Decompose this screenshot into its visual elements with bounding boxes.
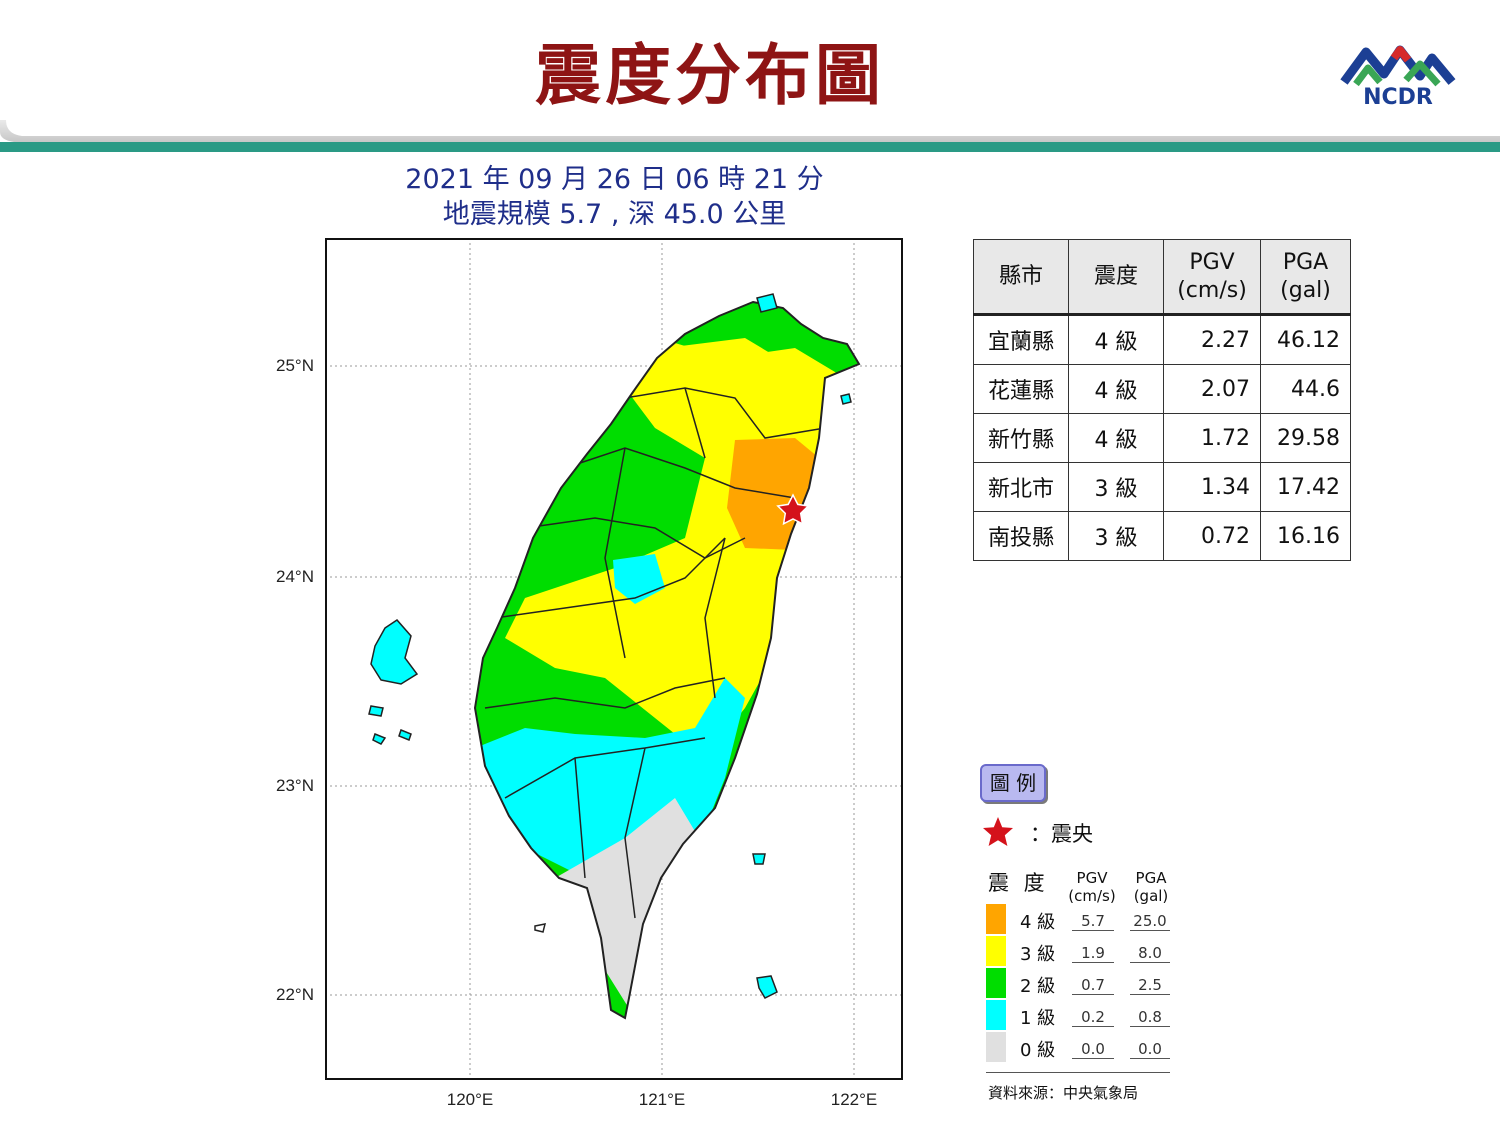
lat-label-25: 25°N [276,356,314,375]
legend-row-2: 2 級 0.7 2.5 [986,968,1176,998]
table-row: 新北市 3 級 1.34 17.42 [973,462,1351,512]
cell-pgv: 2.27 [1162,314,1262,365]
legend-pga-value: 25.0 [1130,912,1170,931]
legend-pga-value: 2.5 [1130,976,1170,995]
legend-pgv-value: 0.0 [1072,1040,1114,1059]
cell-pga: 46.12 [1260,314,1351,365]
data-source: 資料來源：中央氣象局 [988,1084,1139,1102]
header-intensity: 震度 [1068,239,1164,316]
legend-row-4: 4 級 5.7 25.0 [986,904,1176,934]
cell-pgv: 2.07 [1162,364,1262,414]
lon-label-120: 120°E [446,1090,494,1109]
header-pga: PGA (gal) [1260,239,1351,316]
legend-divider [986,1072,1170,1073]
legend-pgv-header: PGV (cm/s) [1068,869,1116,905]
table-row: 新竹縣 4 級 1.72 29.58 [973,413,1351,463]
lon-label-121: 121°E [638,1090,686,1109]
cell-county: 宜蘭縣 [973,314,1069,365]
legend-level-label: 0 級 [1020,1040,1056,1061]
legend-pgv-value: 0.7 [1072,976,1114,995]
cell-pgv: 0.72 [1162,511,1262,561]
table-header-row: 縣市 震度 PGV (cm/s) PGA (gal) [973,239,1351,316]
cell-pga: 44.6 [1260,364,1351,414]
cell-pga: 17.42 [1260,462,1351,512]
epicenter-star-icon [776,493,810,526]
page-title: 震度分布圖 [535,36,885,114]
cell-pgv: 1.34 [1162,462,1262,512]
cell-pga: 29.58 [1260,413,1351,463]
legend-level-label: 1 級 [1020,1008,1056,1029]
red-star-icon [983,817,1013,846]
legend-title: 圖 例 [980,764,1046,802]
lat-label-23: 23°N [276,776,314,795]
lat-label-24: 24°N [276,567,314,586]
header-county: 縣市 [973,239,1069,316]
legend-epicenter-label: ：震央 [1030,822,1093,846]
legend-swatch [986,968,1006,998]
cell-pgv: 1.72 [1162,413,1262,463]
legend-level-label: 2 級 [1020,976,1056,997]
cell-intensity: 3 級 [1068,462,1164,512]
cell-county: 新竹縣 [973,413,1069,463]
legend-row-0: 0 級 0.0 0.0 [986,1032,1176,1062]
header-pgv: PGV (cm/s) [1162,239,1262,316]
event-info: 地震規模 5.7 , 深 45.0 公里 [442,199,787,230]
intensity-map [325,238,903,1080]
legend-pga-value: 0.0 [1130,1040,1170,1059]
table-row: 南投縣 3 級 0.72 16.16 [973,511,1351,561]
legend-swatch [986,936,1006,966]
cell-intensity: 4 級 [1068,364,1164,414]
cell-county: 南投縣 [973,511,1069,561]
legend-pga-value: 0.8 [1130,1008,1170,1027]
legend-intensity-header: 震 度 [988,871,1049,895]
cell-county: 花蓮縣 [973,364,1069,414]
legend-pga-header: PGA (gal) [1133,869,1169,905]
legend-level-label: 4 級 [1020,912,1056,933]
cell-intensity: 4 級 [1068,314,1164,365]
cell-intensity: 3 級 [1068,511,1164,561]
legend-row-3: 3 級 1.9 8.0 [986,936,1176,966]
ncdr-logo: NCDR [1340,45,1456,106]
legend-swatch [986,1032,1006,1062]
legend-level-label: 3 級 [1020,944,1056,965]
legend-swatch [986,904,1006,934]
lon-label-122: 122°E [830,1090,878,1109]
table-row: 花蓮縣 4 級 2.07 44.6 [973,364,1351,414]
intensity-table: 縣市 震度 PGV (cm/s) PGA (gal) 宜蘭縣 4 級 2.27 … [973,239,1351,561]
legend-swatch [986,1000,1006,1030]
legend-pgv-value: 0.2 [1072,1008,1114,1027]
cell-county: 新北市 [973,462,1069,512]
legend-pgv-value: 1.9 [1072,944,1114,963]
logo-text: NCDR [1363,85,1433,106]
table-row: 宜蘭縣 4 級 2.27 46.12 [973,314,1351,365]
lat-label-22: 22°N [276,985,314,1004]
header-band [0,120,1500,152]
cell-pga: 16.16 [1260,511,1351,561]
cell-intensity: 4 級 [1068,413,1164,463]
legend-pga-value: 8.0 [1130,944,1170,963]
legend-pgv-value: 5.7 [1072,912,1114,931]
legend-row-1: 1 級 0.2 0.8 [986,1000,1176,1030]
event-time: 2021 年 09 月 26 日 06 時 21 分 [405,164,824,195]
